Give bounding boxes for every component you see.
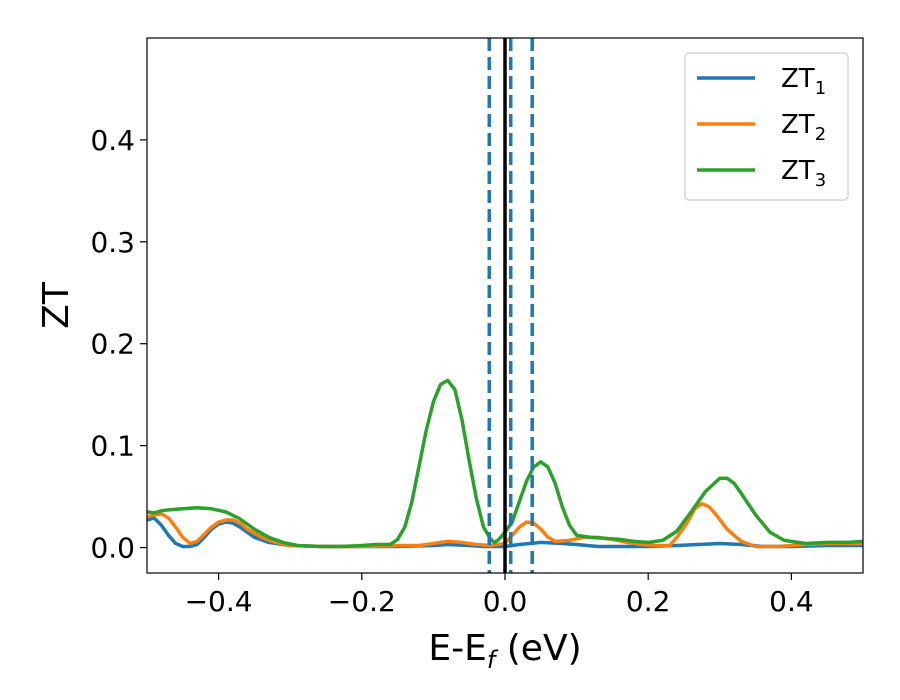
legend-entry-zt2: ZT2 <box>697 110 826 145</box>
x-tick-label: 0.0 <box>483 585 528 618</box>
legend-entry-zt3: ZT3 <box>697 156 826 191</box>
axes: −0.4 −0.2 0.0 0.2 0.4 0.0 0.1 0.2 0.3 0.4 E-Ef (eV… <box>36 37 864 674</box>
y-tick-label: 0.3 <box>90 226 135 259</box>
y-tick-label: 0.4 <box>90 124 135 157</box>
legend-label: ZT2 <box>781 110 826 145</box>
x-tick-label: −0.2 <box>328 585 396 618</box>
legend-label: ZT3 <box>781 156 826 191</box>
legend-label: ZT1 <box>781 64 826 99</box>
x-tick-label: 0.4 <box>769 585 814 618</box>
series-line-zt3 <box>147 378 863 549</box>
x-tick-label: 0.2 <box>626 585 671 618</box>
x-axis-label: E-Ef (eV) <box>428 628 581 674</box>
x-tick-label: −0.4 <box>185 585 253 618</box>
plot-content <box>147 38 863 573</box>
y-tick-label: 0.0 <box>90 532 135 565</box>
legend: ZT1 ZT2 ZT3 <box>684 52 849 201</box>
plot-area <box>147 38 863 573</box>
legend-entry-zt1: ZT1 <box>697 64 826 99</box>
y-axis-label: ZT <box>36 281 77 329</box>
legend-box <box>684 52 849 201</box>
y-tick-label: 0.2 <box>90 328 135 361</box>
y-tick-label: 0.1 <box>90 430 135 463</box>
